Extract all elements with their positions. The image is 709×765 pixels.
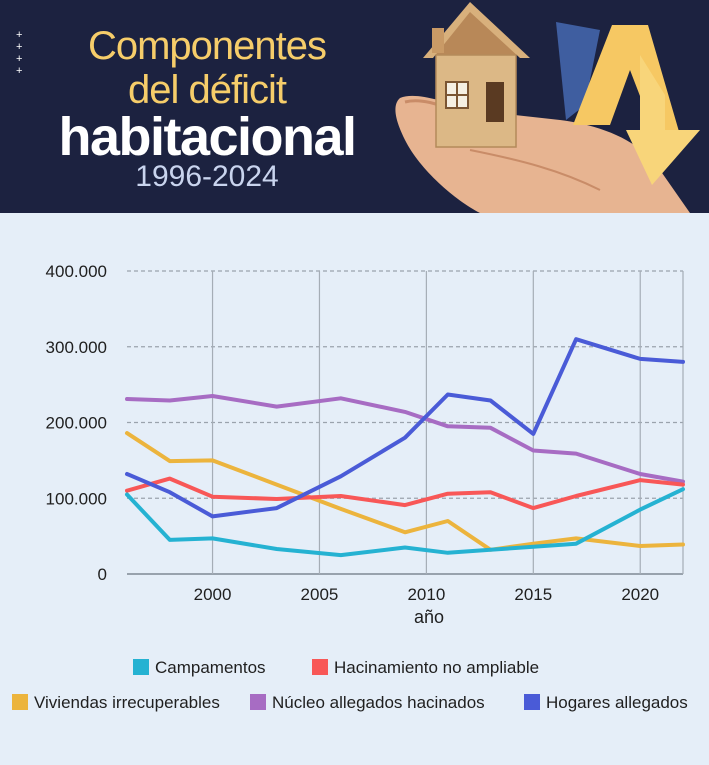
legend-swatch <box>524 694 540 710</box>
y-tick-label: 400.000 <box>46 262 107 281</box>
series-line-4 <box>125 394 685 484</box>
banner-illustration <box>395 2 700 213</box>
x-tick-label: 2005 <box>301 585 339 604</box>
legend-label: Campamentos <box>155 658 266 677</box>
plus-icon: + <box>16 29 23 41</box>
x-tick-label: 2020 <box>621 585 659 604</box>
header-banner: + + + + Componentes del déficit habitaci… <box>0 0 709 213</box>
series-line-5 <box>125 337 685 519</box>
chart-panel: 0 100.000 200.000 300.000 400.000 2000 2005 201… <box>0 213 709 760</box>
title-line-2: del déficit <box>128 68 287 112</box>
subtitle-years: 1996-2024 <box>135 160 279 193</box>
legend-swatch <box>12 694 28 710</box>
y-tick-label: 100.000 <box>46 489 107 508</box>
title-line-1: Componentes <box>87 24 327 68</box>
y-tick-label: 200.000 <box>46 414 107 433</box>
x-tick-label: 2015 <box>514 585 552 604</box>
series-line-1 <box>125 487 685 558</box>
line-chart: 0 100.000 200.000 300.000 400.000 2000 2005 201… <box>12 262 688 712</box>
x-tick-label: 2000 <box>194 585 232 604</box>
plus-icon: + <box>16 65 23 77</box>
plus-icon: + <box>16 41 23 53</box>
logo-arrow-icon <box>556 22 700 185</box>
legend-swatch <box>312 659 328 675</box>
legend-label: Hogares allegados <box>546 693 688 712</box>
y-tick-label: 0 <box>98 565 107 584</box>
x-axis-label: año <box>414 607 444 627</box>
series-line-2 <box>125 476 685 511</box>
legend-label: Viviendas irrecuperables <box>34 693 220 712</box>
hand-holding-house-icon <box>395 2 690 213</box>
title-line-3: habitacional <box>58 107 357 167</box>
legend-label: Núcleo allegados hacinados <box>272 693 485 712</box>
legend-label: Hacinamiento no ampliable <box>334 658 539 677</box>
legend-swatch <box>133 659 149 675</box>
y-tick-label: 300.000 <box>46 338 107 357</box>
x-tick-label: 2010 <box>407 585 445 604</box>
plus-icon: + <box>16 53 23 65</box>
legend-swatch <box>250 694 266 710</box>
